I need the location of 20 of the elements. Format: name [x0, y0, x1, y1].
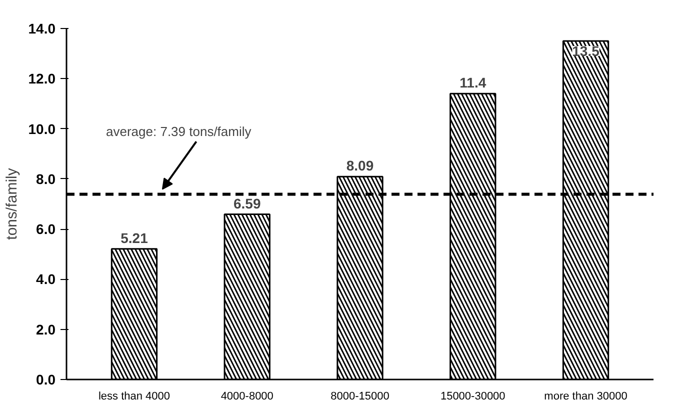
data-label: 13.5 [572, 43, 600, 60]
y-tick-label: 0.0 [36, 372, 56, 388]
y-tick-label: 10.0 [28, 120, 56, 137]
y-axis-title: tons/family [3, 168, 20, 240]
y-tick-label: 12.0 [28, 70, 56, 87]
y-tick-label: 6.0 [36, 221, 56, 238]
y-tick-label: 4.0 [36, 271, 56, 288]
y-tick-label: 14.0 [28, 20, 56, 36]
x-tick-label: 4000-8000 [220, 390, 274, 402]
data-label: 5.21 [120, 230, 148, 246]
ref-line-label: average: 7.39 tons/family [106, 124, 252, 140]
x-tick-label: less than 4000 [98, 390, 170, 402]
x-tick-label: 15000-30000 [440, 390, 506, 402]
data-label: 6.59 [233, 195, 261, 212]
data-label: 8.09 [346, 158, 374, 174]
x-tick-label: more than 30000 [544, 390, 628, 402]
data-label: 11.4 [460, 74, 486, 91]
y-tick-label: 8.0 [36, 170, 56, 187]
y-tick-label: 2.0 [36, 321, 56, 338]
x-tick-label: 8000-15000 [330, 390, 390, 402]
